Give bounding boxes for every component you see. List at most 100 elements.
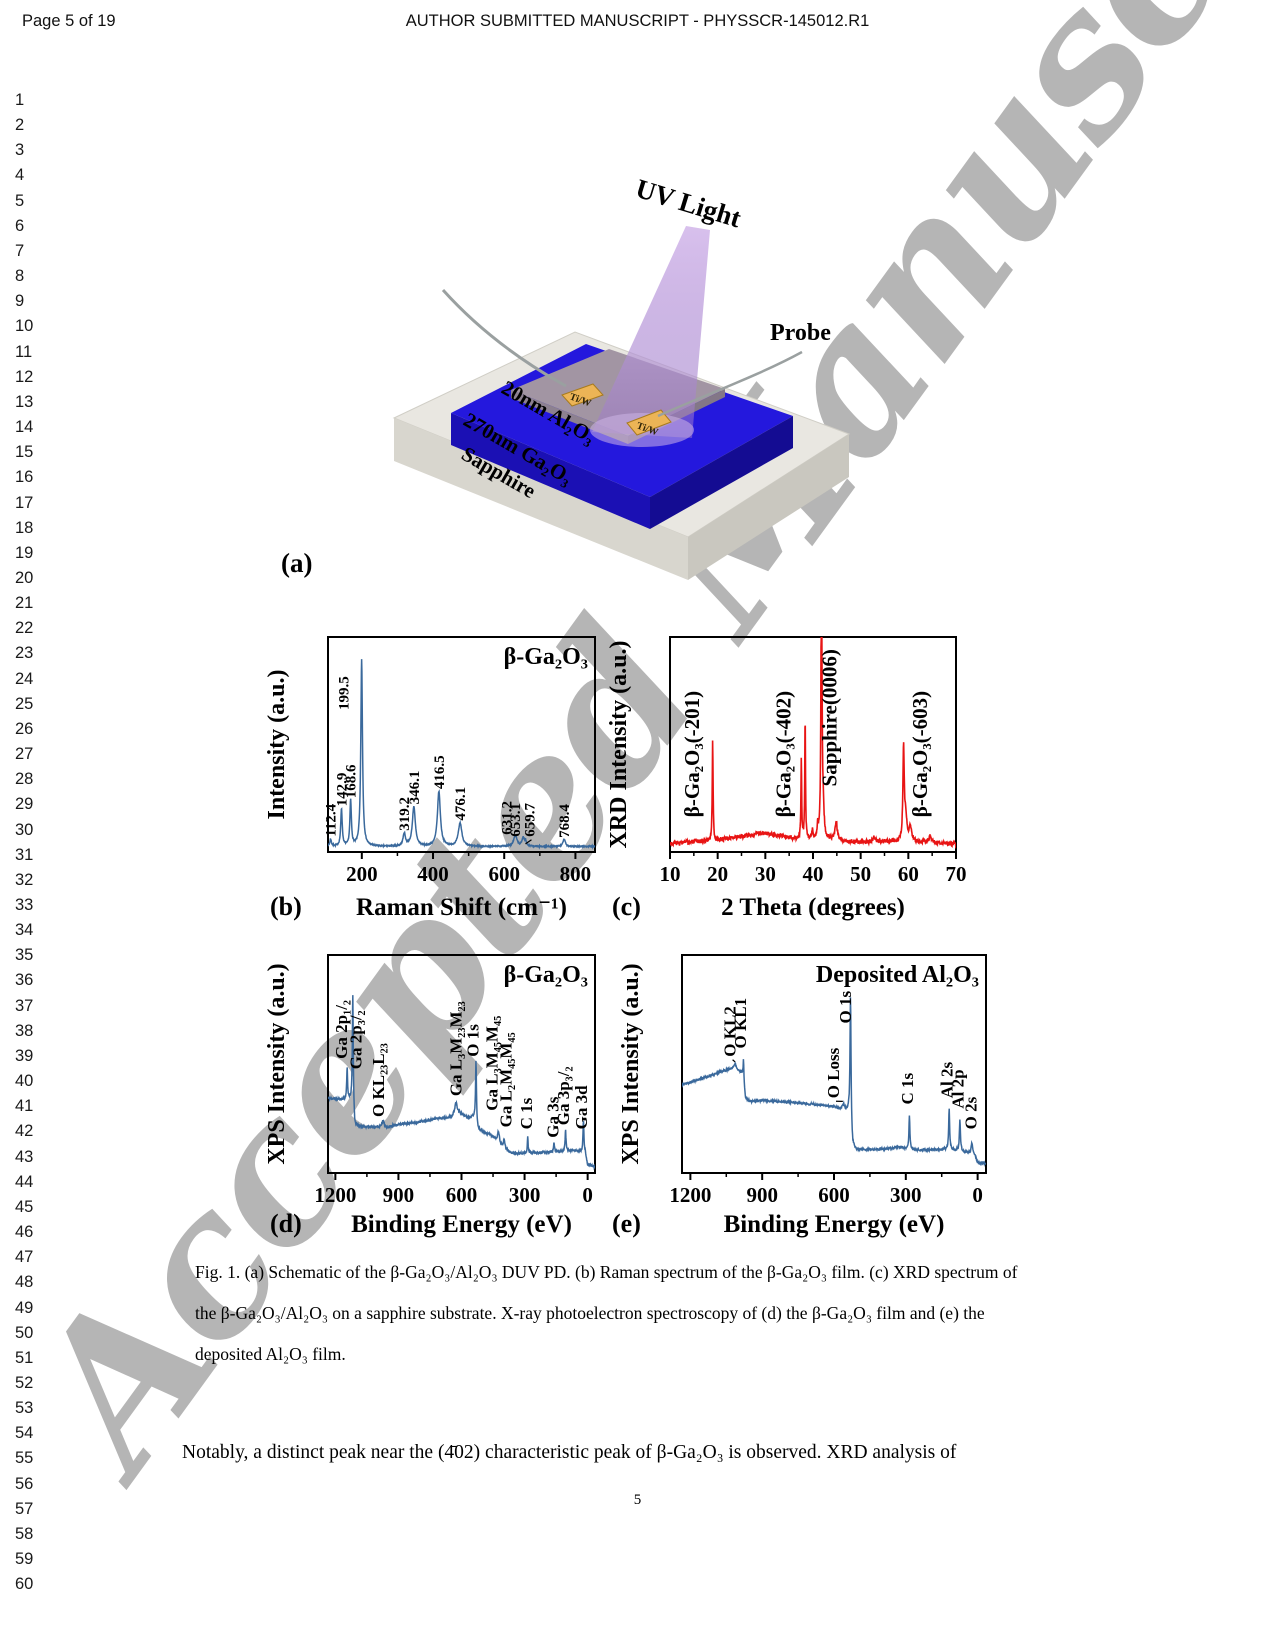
line-number: 43 [15,1147,34,1166]
line-number: 1 [15,91,25,109]
panel-letter: (c) [612,892,641,921]
tick-label: 300 [509,1183,541,1207]
peak-label: Ga L₃M₄₅M₄₅ [483,1016,502,1111]
sapphire-slab-left-face [394,418,688,580]
line-number: 26 [15,719,34,738]
y-axis-title: Intensity (a.u.) [264,669,290,819]
line-number-column: 1 2 3 4 5 6 7 8 9 10 11 12 13 14 15 16 17 18 19 20 21 22 23 24 2… [15,88,33,1597]
peak-label: β-Ga₂O₃(-201) [680,691,704,817]
electrode-pad-1 [561,383,604,407]
line-number: 60 [15,1575,34,1594]
peak-label: 112.4 [324,803,340,836]
line-number: 35 [15,946,34,965]
xps-ga2o3-chart: 1200 900 600 300 0 Ga 2p₁/₂Ga 2p₃/₂O KL₂₃L₂₃ G… [264,954,596,1238]
line-number: 4 [15,166,25,185]
chart-title: Deposited Al₂O₃ [816,962,979,988]
line-number: 18 [15,518,34,537]
y-axis-title: XPS Intensity (a.u.) [618,963,644,1164]
line-number: 7 [15,241,25,260]
line-number: 47 [15,1248,34,1267]
chart-title: β-Ga₂O₃ [504,644,588,670]
line-number: 45 [15,1197,34,1216]
xrd-chart: 10 20 30 40 50 60 70 β-Ga₂O₃(-201) β-Ga₂O₃(-402)… [606,636,967,921]
line-number: 34 [15,921,34,940]
peak-label: O 1s [836,991,855,1024]
line-number: 29 [15,795,34,814]
line-number: 44 [15,1172,34,1191]
line-number: 16 [15,468,34,487]
peak-label: 416.5 [432,755,448,789]
peak-label: Ga 2p₃/₂ [346,1010,365,1069]
sapphire-slab-right-face [688,434,849,580]
tick-label: 1200 [669,1183,711,1207]
x-axis-title: Raman Shift (cm⁻¹) [356,894,567,921]
tick-label: 200 [346,862,378,886]
uv-beam [592,226,710,438]
peak-label: O 2s [961,1096,980,1129]
tick-label: 400 [417,862,449,886]
chart-title: β-Ga₂O₃ [504,962,588,988]
x-axis-title: Binding Energy (eV) [724,1211,945,1238]
peak-label: Al 2p [948,1069,967,1108]
peak-label: Ga 3d [572,1085,591,1129]
line-number: 46 [15,1223,34,1242]
line-number: 2 [15,116,25,135]
y-axis-title: XRD Intensity (a.u.) [606,640,632,848]
peak-label: O Loss [824,1047,843,1098]
line-number: 53 [15,1399,34,1418]
peak-label: 346.1 [407,771,423,805]
peak-label: Sapphire(0006) [818,649,842,786]
spectrum-curve [682,997,986,1168]
line-number: 9 [15,292,25,311]
tick-label: 30 [755,862,776,886]
peak-label: 142.9 [334,773,350,807]
uv-light-label: UV Light [632,173,744,233]
ga2o3-film-left-face [451,413,650,529]
line-number: 48 [15,1273,34,1292]
peak-label: Ga L₂M₄₅M₄₅ [496,1032,515,1127]
peak-label: 631.2 [499,801,515,835]
peak-label: O 1s [464,1024,483,1057]
y-axis-title: XPS Intensity (a.u.) [264,963,290,1164]
peak-label: 476.1 [453,787,469,821]
peak-label: Al 2s [937,1062,956,1099]
line-number: 40 [15,1072,34,1091]
line-number: 28 [15,770,34,789]
ga2o3-film-right-face [650,416,793,529]
tick-label: 60 [898,862,919,886]
tick-label: 800 [560,862,592,886]
line-number: 20 [15,568,34,587]
peak-label: 319.2 [397,797,413,831]
header-title: AUTHOR SUBMITTED MANUSCRIPT - PHYSSCR-14… [405,12,870,30]
line-number: 19 [15,543,34,562]
line-number: 49 [15,1298,34,1317]
probe-label: Probe [770,320,831,346]
x-axis-title: Binding Energy (eV) [351,1211,572,1238]
line-number: 24 [15,669,34,688]
line-number: 55 [15,1449,34,1468]
panel-letter: (b) [270,892,302,921]
line-number: 33 [15,896,34,914]
tick-label: 600 [446,1183,478,1207]
peak-label: 653.1 [508,803,524,837]
line-number: 17 [15,493,34,512]
tick-label: 10 [660,862,681,886]
line-number: 38 [15,1021,34,1040]
line-number: 59 [15,1550,34,1569]
peak-label: O KL2 [721,1006,740,1057]
panel-a-letter: (a) [281,548,313,578]
line-number: 3 [15,141,25,160]
probe-wire-right [657,350,803,418]
line-number: 14 [15,418,34,437]
panel-letter: (e) [612,1209,641,1238]
tick-label: 900 [383,1183,415,1207]
tick-label: 20 [707,862,728,886]
panel-letter: (d) [270,1209,302,1238]
tick-label: 40 [803,862,824,886]
device-schematic: UV Light Probe Ti/W Ti/W 20nm Al₂O₃ 270n… [392,173,851,580]
line-number: 58 [15,1524,34,1543]
peak-label: β-Ga₂O₃(-402) [771,691,795,817]
x-axis-title: 2 Theta (degrees) [721,894,905,921]
line-number: 54 [15,1424,34,1443]
